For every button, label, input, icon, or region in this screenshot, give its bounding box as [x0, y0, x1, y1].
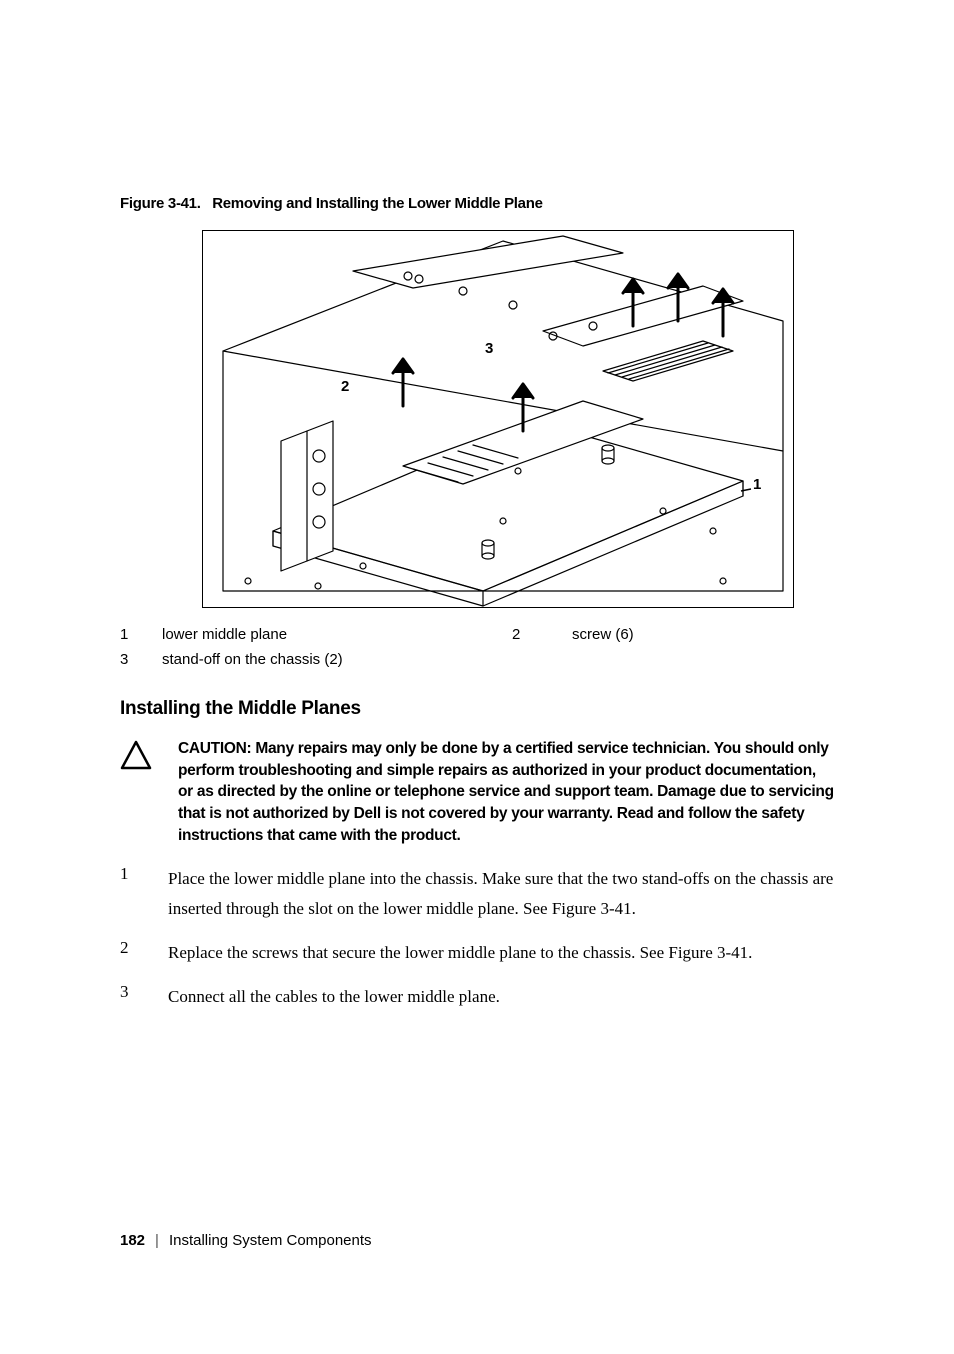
- step-text: Replace the screws that secure the lower…: [168, 938, 752, 968]
- legend-text: screw (6): [572, 626, 634, 643]
- step-text: Connect all the cables to the lower midd…: [168, 982, 500, 1012]
- callout-2: 2: [341, 378, 349, 395]
- figure-caption: Figure 3-41. Removing and Installing the…: [120, 195, 834, 212]
- legend-num: 2: [512, 626, 572, 643]
- legend-num: 3: [120, 651, 162, 668]
- step-item: 2 Replace the screws that secure the low…: [120, 938, 834, 968]
- caution-block: CAUTION: Many repairs may only be done b…: [120, 738, 834, 846]
- caution-text: CAUTION: Many repairs may only be done b…: [178, 738, 834, 846]
- figure-legend: 1 lower middle plane 2 screw (6) 3 stand…: [120, 626, 834, 676]
- callout-3: 3: [485, 340, 493, 357]
- section-heading: Installing the Middle Planes: [120, 698, 834, 720]
- step-number: 2: [120, 938, 168, 968]
- legend-text: lower middle plane: [162, 626, 512, 643]
- callout-1: 1: [753, 476, 761, 493]
- page-footer: 182 | Installing System Components: [120, 1232, 372, 1249]
- legend-num: 1: [120, 626, 162, 643]
- step-number: 1: [120, 864, 168, 924]
- step-list: 1 Place the lower middle plane into the …: [120, 864, 834, 1011]
- figure-image: 1 2 3: [202, 230, 794, 608]
- footer-separator: |: [155, 1232, 159, 1249]
- step-text: Place the lower middle plane into the ch…: [168, 864, 834, 924]
- step-item: 3 Connect all the cables to the lower mi…: [120, 982, 834, 1012]
- step-item: 1 Place the lower middle plane into the …: [120, 864, 834, 924]
- figure-label: Figure 3-41.: [120, 195, 201, 212]
- step-number: 3: [120, 982, 168, 1012]
- diagram-svg: 1 2 3: [203, 231, 795, 609]
- footer-section-title: Installing System Components: [169, 1232, 372, 1249]
- legend-row: 1 lower middle plane 2 screw (6): [120, 626, 834, 643]
- page-number: 182: [120, 1232, 145, 1249]
- legend-row: 3 stand-off on the chassis (2): [120, 651, 834, 668]
- figure-title: Removing and Installing the Lower Middle…: [212, 195, 542, 212]
- legend-text: stand-off on the chassis (2): [162, 651, 512, 668]
- caution-icon: [120, 738, 178, 846]
